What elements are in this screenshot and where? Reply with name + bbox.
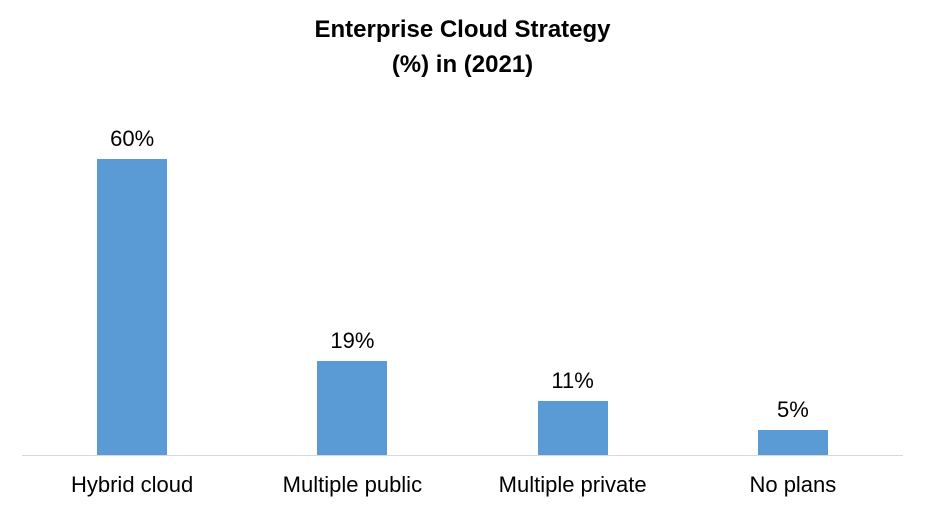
bar-multiple-public <box>317 361 388 455</box>
bar-value-label-hybrid-cloud: 60% <box>110 126 155 152</box>
category-label-multiple-public: Multiple public <box>282 472 423 497</box>
bar-multiple-private <box>537 400 608 455</box>
category-label-hybrid-cloud: Hybrid cloud <box>70 472 194 497</box>
bar-group-multiple-public: 19% Multiple public <box>242 0 462 519</box>
bar-group-no-plans: 5% No plans <box>683 0 903 519</box>
x-axis-line <box>22 455 903 456</box>
bar-value-label-multiple-public: 19% <box>330 328 375 354</box>
chart-title-line2: (%) in (2021) <box>391 51 534 78</box>
chart-title: Enterprise Cloud Strategy (%) in (2021) <box>0 12 925 82</box>
bar-value-label-no-plans: 5% <box>776 397 809 423</box>
bar-value-label-multiple-private: 11% <box>551 367 594 393</box>
bar-hybrid-cloud <box>97 159 168 455</box>
category-label-multiple-private: Multiple private <box>498 472 647 497</box>
chart-title-line1: Enterprise Cloud Strategy <box>314 16 611 43</box>
bar-no-plans <box>757 430 828 455</box>
bar-group-hybrid-cloud: 60% Hybrid cloud <box>22 0 242 519</box>
category-label-no-plans: No plans <box>749 472 837 497</box>
bar-group-multiple-private: 11% Multiple private <box>463 0 683 519</box>
